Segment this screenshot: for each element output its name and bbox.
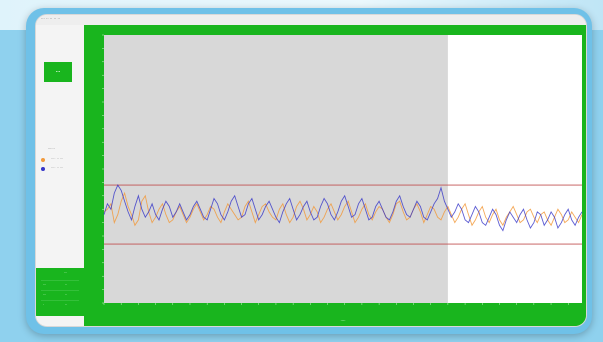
x-axis-label: ···· <box>340 318 345 323</box>
orange-dot-icon <box>41 158 45 162</box>
stats-value: ·· <box>65 293 68 297</box>
series-layer <box>103 184 583 232</box>
chart-container: ···· <box>84 25 586 326</box>
stats-value: ·· <box>65 283 68 287</box>
stats-key: ··· <box>43 283 47 287</box>
legend-item-blue[interactable]: ···· ·· ··· <box>41 166 83 174</box>
blue-dot-icon <box>41 167 45 171</box>
stats-row: ··· ·· <box>41 280 79 290</box>
stats-key: ··· <box>43 293 47 297</box>
sidebar: ··· ······ ···· ·· ··· ···· ·· ··· ··· ·… <box>36 25 84 326</box>
legend-title: ······ <box>48 147 55 151</box>
legend-item-orange[interactable]: ···· ·· ··· <box>41 157 83 165</box>
series-line-orange <box>103 191 583 227</box>
stats-panel: ··· ··· ·· ··· ·· · ·· <box>36 268 84 316</box>
run-button[interactable]: ··· <box>44 62 72 82</box>
line-chart[interactable]: ···· <box>84 25 586 326</box>
legend-label: ···· ·· ··· <box>51 166 64 170</box>
stats-row: · ·· <box>41 300 79 310</box>
shaded-region <box>104 35 448 303</box>
series-line-blue <box>103 184 583 232</box>
y-axis <box>102 34 104 304</box>
legend-label: ···· ·· ··· <box>51 157 64 161</box>
stats-header: ··· <box>64 271 68 275</box>
stats-key: · <box>43 303 45 307</box>
stats-value: ·· <box>65 303 68 307</box>
app-window: ··· ·· ·· ·· ·· ··· ······ ···· ·· ··· ·… <box>35 14 587 327</box>
window-title: ··· ·· ·· ·· ·· <box>41 16 61 21</box>
stats-row: ··· ·· <box>41 290 79 300</box>
x-axis <box>103 303 569 305</box>
